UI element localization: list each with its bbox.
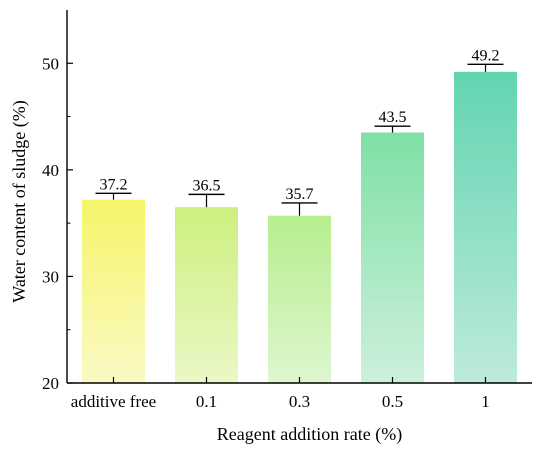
x-tick-label: 0.1 [196, 392, 217, 411]
y-tick-label: 50 [42, 54, 59, 73]
y-axis-title: Water content of sludge (%) [9, 100, 30, 302]
y-tick-label: 20 [42, 374, 59, 393]
bars-layer [82, 71, 517, 383]
bar [175, 207, 238, 383]
bar [268, 215, 331, 383]
x-tick-label: 1 [481, 392, 490, 411]
x-tick-label: additive free [71, 392, 156, 411]
data-labels-layer: 37.2 36.5 35.7 43.5 49.2 [100, 47, 500, 203]
data-label: 35.7 [286, 186, 314, 203]
data-label: 36.5 [193, 177, 221, 194]
bar [454, 71, 517, 383]
data-label: 37.2 [100, 176, 128, 193]
y-ticks-layer: 20 30 40 50 [42, 54, 73, 393]
data-label: 49.2 [472, 47, 500, 64]
error-bars-layer [95, 63, 504, 216]
data-label: 43.5 [379, 109, 407, 126]
x-tick-label: 0.3 [289, 392, 310, 411]
x-tick-label: 0.5 [382, 392, 403, 411]
y-tick-label: 30 [42, 267, 59, 286]
bar [361, 132, 424, 383]
bar [82, 199, 145, 383]
y-tick-label: 40 [42, 161, 59, 180]
x-axis-title: Reagent addition rate (%) [217, 424, 402, 445]
x-ticks-layer: additive free 0.1 0.3 0.5 1 [71, 377, 490, 411]
